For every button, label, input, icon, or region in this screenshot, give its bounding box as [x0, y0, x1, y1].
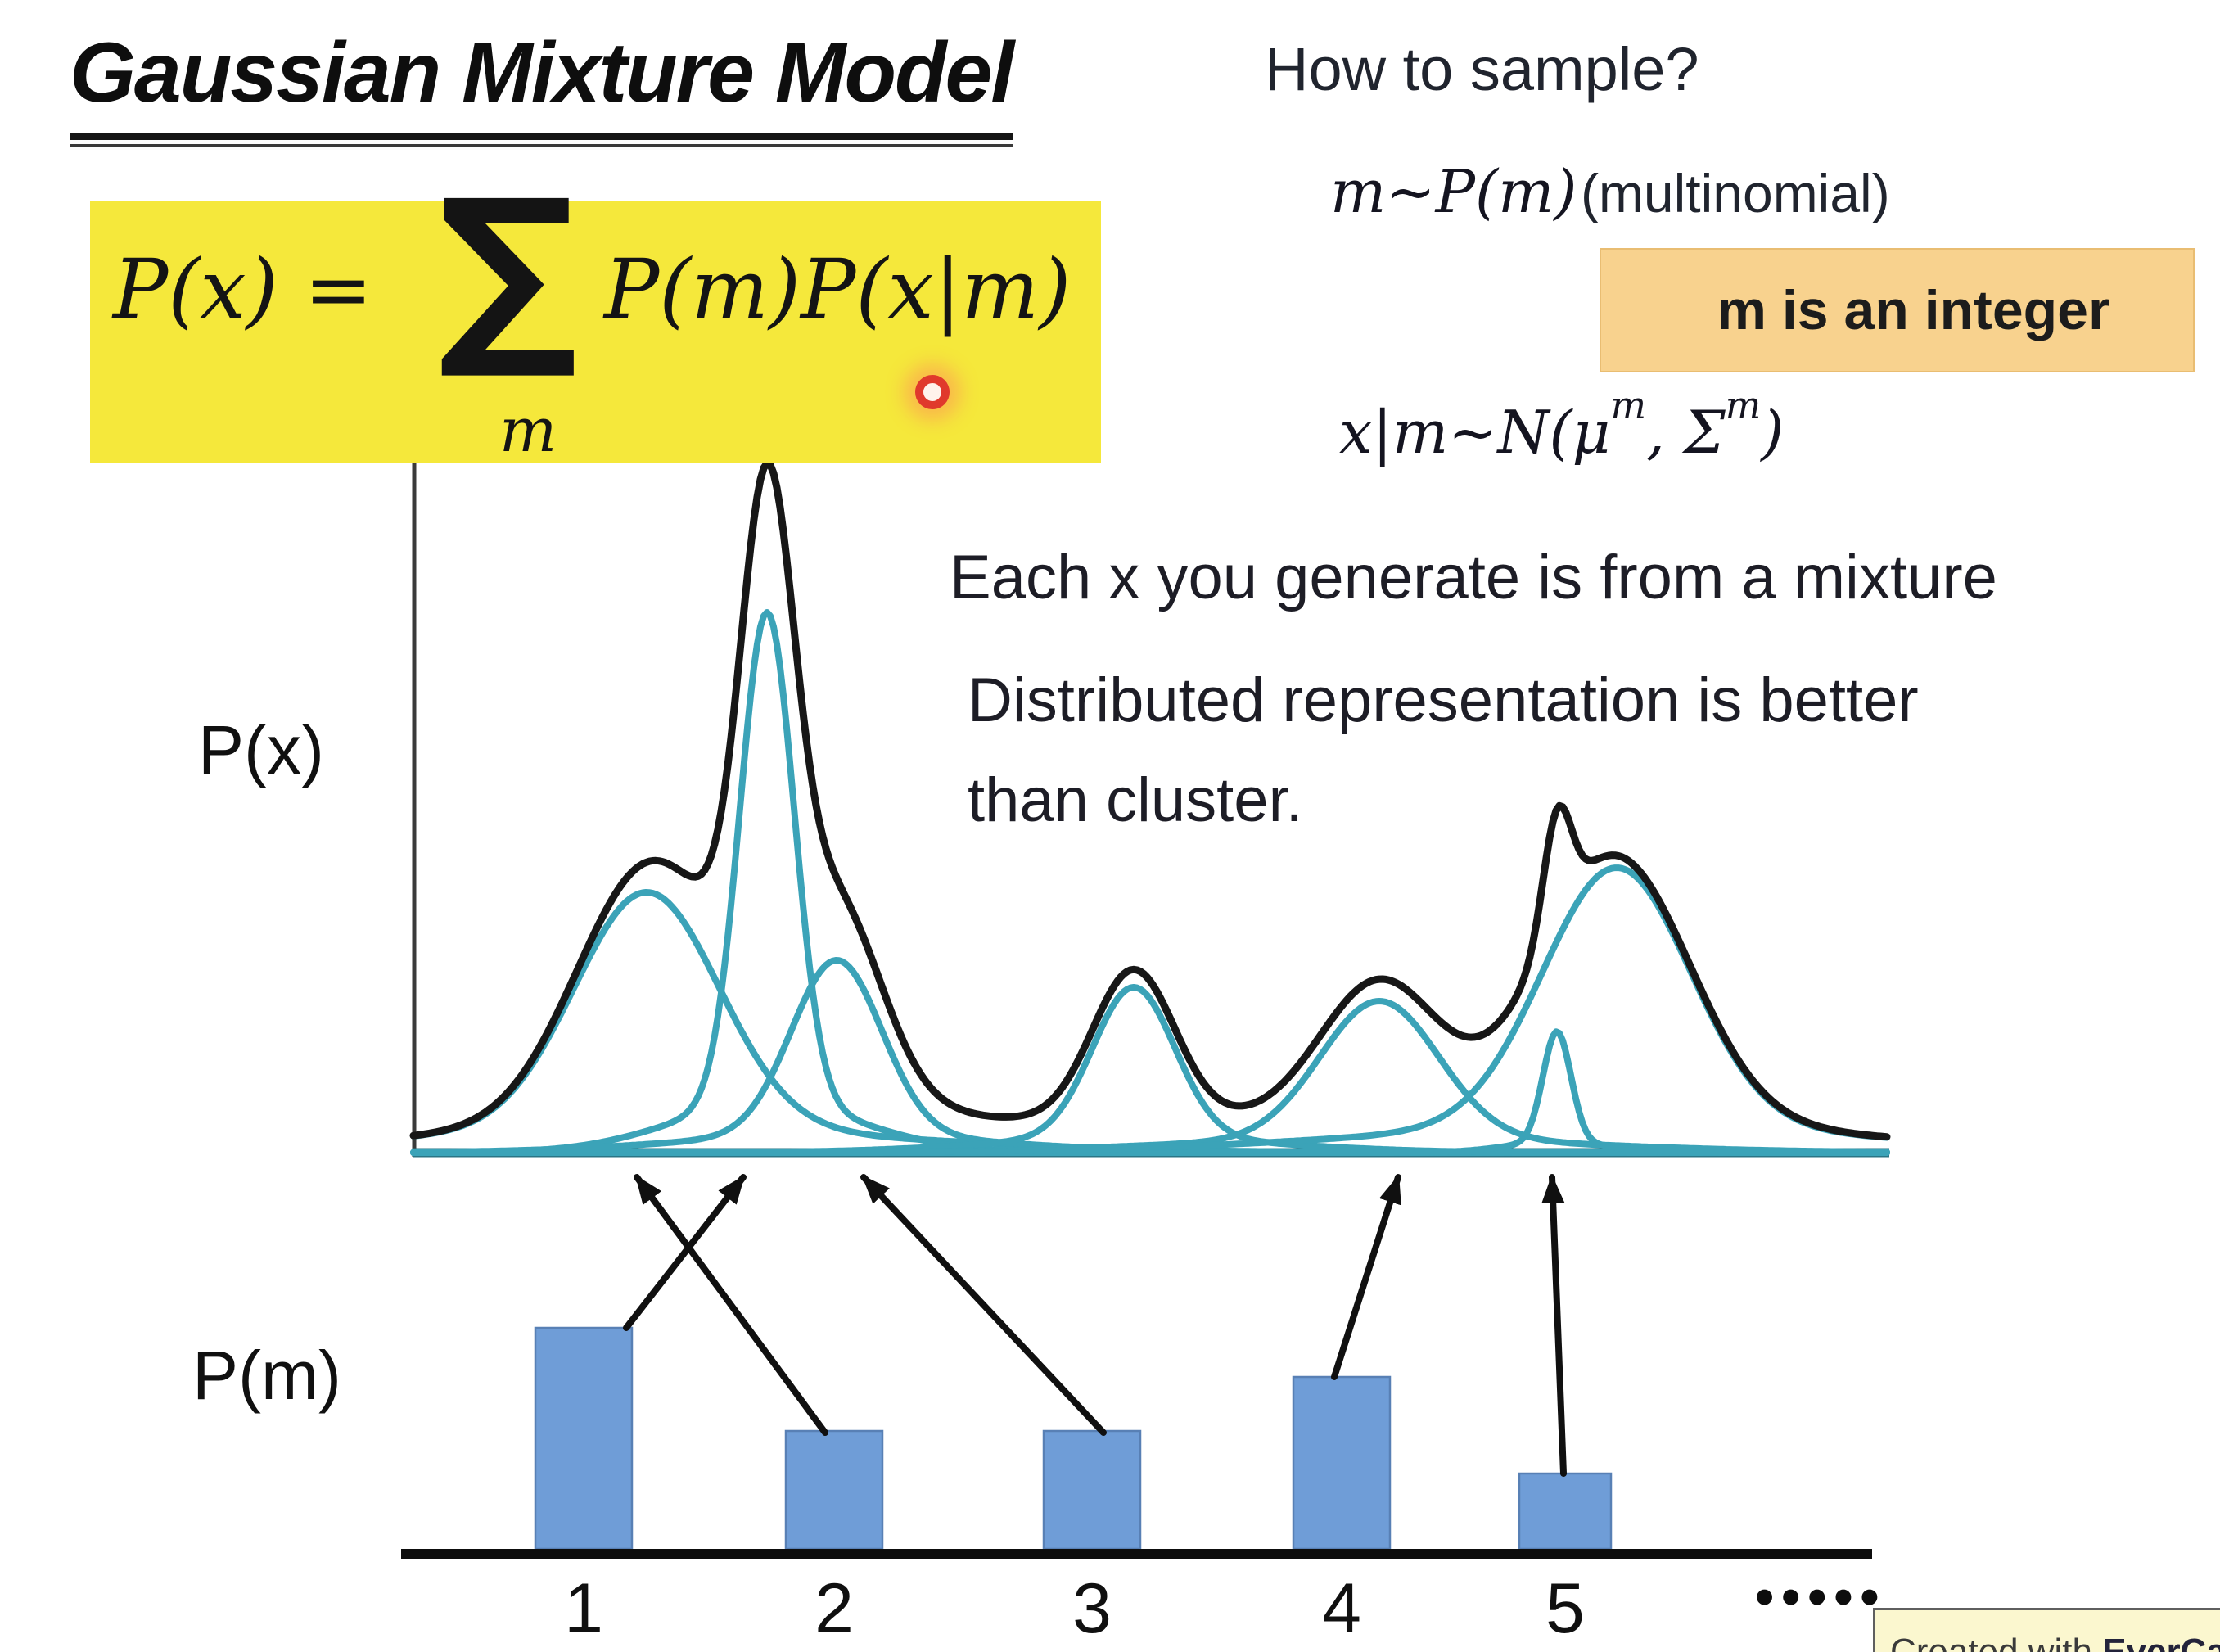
gaussian-component-curve-5: [410, 998, 1890, 1156]
recording-watermark-box: Created with EverCam: [1873, 1608, 2220, 1652]
pm-axis-label: P(m): [192, 1337, 341, 1414]
bar-category-label-5: 5: [1545, 1569, 1585, 1648]
gaussian-component-curve-3: [410, 957, 1890, 1156]
bar-to-component-arrow-1: [623, 1174, 747, 1331]
sampling-step-2-post: ): [1761, 398, 1785, 467]
ellipsis-dots: •••••: [1755, 1566, 1887, 1627]
pm-bar-4: [1292, 1375, 1392, 1550]
sampling-step-1-math: m~P(m): [1330, 157, 1577, 226]
title-underline-echo: [70, 144, 1013, 147]
bar-category-label-1: 1: [564, 1569, 603, 1648]
pm-bar-5: [1518, 1472, 1613, 1550]
pm-chart-x-axis: [401, 1549, 1872, 1559]
summation-sigma-symbol: ∑: [438, 158, 578, 385]
sampling-step-2-pre: x|m~N(μ: [1339, 398, 1611, 467]
annotation-line-1: Each x you generate is from a mixture: [950, 543, 1997, 612]
mixture-sum-curve: [409, 459, 1891, 1141]
summation-index: m: [499, 395, 557, 466]
bar-to-component-arrow-4: [1331, 1174, 1401, 1380]
sampling-step-1-note: (multinomial): [1580, 163, 1890, 223]
how-to-sample-heading: How to sample?: [1265, 35, 1699, 103]
sampling-step-2-mid: , Σ: [1645, 398, 1726, 467]
pm-bar-2: [784, 1429, 884, 1550]
sampling-step-1: m~P(m) (multinomial): [1330, 157, 1890, 226]
mu-superscript: m: [1610, 383, 1646, 427]
annotation-line-2: Distributed representation is better: [968, 666, 1919, 735]
annotation-line-3: than cluster.: [968, 765, 1303, 835]
gmm-formula-highlight-box: P(x) = ∑ m P(m)P(x|m): [90, 174, 1101, 466]
gaussian-component-curve-1: [410, 889, 1890, 1156]
m-is-integer-text: m is an integer: [1717, 279, 2110, 341]
pm-bar-1: [534, 1326, 634, 1550]
m-is-integer-callout: m is an integer: [1600, 248, 2195, 372]
formula-rhs: P(m)P(x|m): [604, 241, 1072, 337]
recording-watermark-text: Created with EverCam: [1890, 1632, 2220, 1652]
gaussian-component-curve-4: [410, 984, 1890, 1156]
bar-to-component-arrow-3: [860, 1174, 1107, 1436]
gaussian-component-curve-7: [410, 864, 1890, 1156]
formula-lhs: P(x) =: [113, 241, 373, 337]
laser-pointer-dot: [915, 375, 950, 409]
px-axis-label: P(x): [198, 711, 324, 788]
bar-category-label-2: 2: [814, 1569, 854, 1648]
slide-title: Gaussian Mixture Model: [70, 25, 1014, 120]
bar-to-component-arrow-5: [1541, 1174, 1567, 1477]
bar-to-component-arrow-2: [634, 1174, 828, 1436]
sampling-step-2: x|m~N(μm, Σm): [1339, 383, 1784, 467]
bar-category-label-3: 3: [1072, 1569, 1112, 1648]
bar-category-label-4: 4: [1322, 1569, 1361, 1648]
sigma-superscript: m: [1725, 383, 1762, 427]
pm-bar-3: [1042, 1429, 1142, 1550]
title-underline: [70, 133, 1013, 140]
